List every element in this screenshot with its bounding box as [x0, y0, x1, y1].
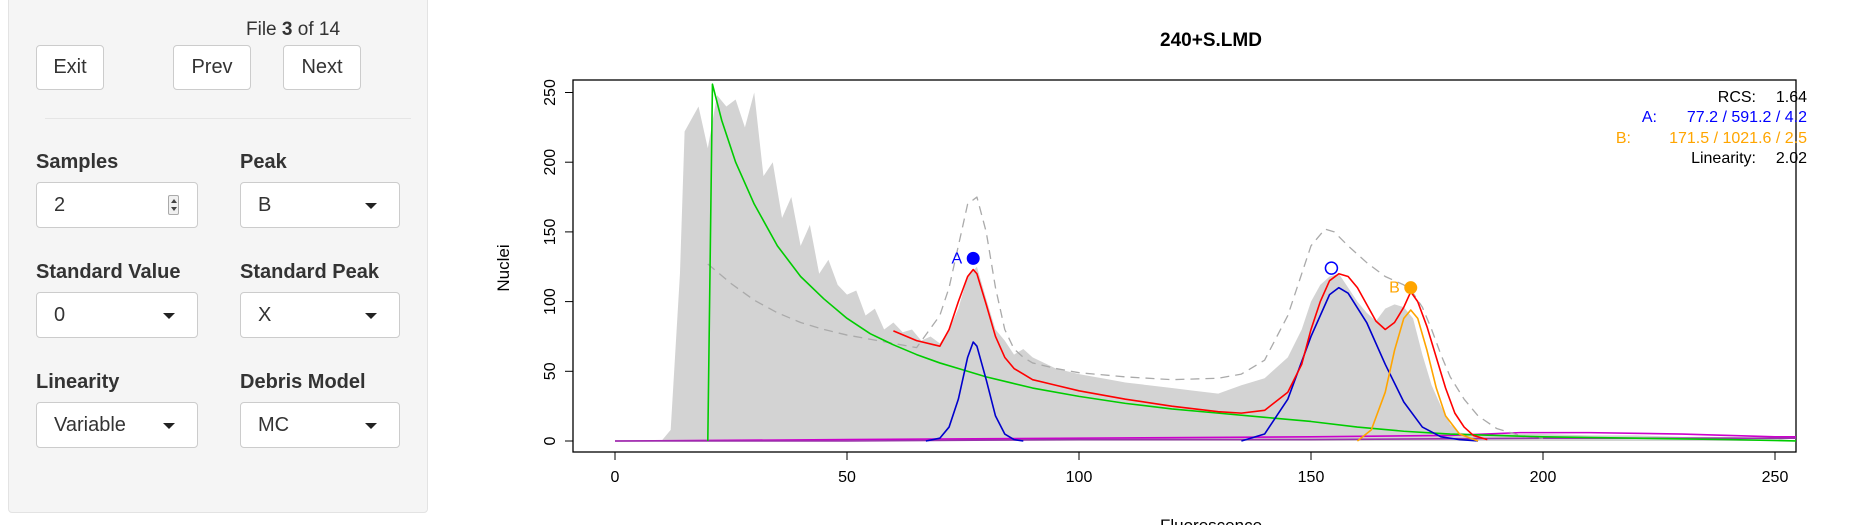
chevron-down-icon: [365, 423, 377, 429]
next-button[interactable]: Next: [283, 45, 361, 90]
y-tick-label: 50: [542, 362, 559, 380]
plot-area: [614, 83, 1796, 442]
rcs-value: 1.64: [1776, 89, 1807, 106]
divider: [45, 118, 411, 119]
peak-marker-open: [1324, 261, 1339, 275]
standard-peak-value: X: [258, 303, 272, 326]
debris-model-value: MC: [258, 413, 290, 436]
debris-model-select[interactable]: MC: [240, 402, 400, 448]
samples-input[interactable]: 2: [36, 182, 198, 228]
standard-value-label: Standard Value: [36, 261, 181, 283]
y-tick-label: 250: [542, 79, 559, 106]
standard-value-select[interactable]: 0: [36, 292, 198, 338]
standard-peak-label: Standard Peak: [240, 261, 379, 283]
x-tick-label: 100: [1066, 469, 1093, 486]
y-tick-label: 200: [542, 149, 559, 176]
plot-frame: [572, 79, 1797, 453]
series-peak-a: [925, 341, 1024, 442]
x-axis-label: Fluorescence: [1160, 516, 1262, 525]
x-tick-label: 150: [1298, 469, 1325, 486]
peak-b-stats: 171.5 / 1021.6 / 2.5: [1669, 130, 1807, 147]
samples-value: 2: [54, 193, 66, 216]
standard-value-value: 0: [54, 303, 66, 326]
peak-value: B: [258, 193, 272, 216]
spinner-icon[interactable]: [168, 195, 179, 215]
standard-peak-select[interactable]: X: [240, 292, 400, 338]
x-tick-label: 0: [611, 469, 620, 486]
peak-marker: [966, 251, 980, 265]
peak-marker-label: B: [1389, 280, 1400, 297]
debris-model-label: Debris Model: [240, 371, 366, 393]
linearity-label: Linearity: [36, 371, 120, 393]
peak-a-label: A:: [1642, 109, 1657, 126]
linearity-stat-label: Linearity:: [1691, 150, 1756, 167]
peak-select[interactable]: B: [240, 182, 400, 228]
chevron-down-icon: [163, 313, 175, 319]
controls-panel: File 3 of 14 Exit Prev Next Samples 2 Pe…: [8, 0, 428, 513]
x-tick-label: 250: [1762, 469, 1789, 486]
chevron-down-icon: [163, 423, 175, 429]
y-tick-label: 0: [542, 436, 559, 445]
series-model-sum: [893, 268, 1488, 441]
peak-marker: [1404, 281, 1418, 295]
samples-label: Samples: [36, 151, 119, 173]
series-debris: [707, 83, 1796, 442]
chevron-down-icon: [365, 313, 377, 319]
peak-a-stats: 77.2 / 591.2 / 4.2: [1687, 109, 1807, 126]
peak-b-label: B:: [1616, 130, 1631, 147]
y-tick-label: 150: [542, 218, 559, 245]
x-tick-label: 200: [1530, 469, 1557, 486]
x-tick-label: 50: [838, 469, 856, 486]
histogram-chart: 240+S.LMD Fluorescence Nuclei RCS: 1.64 …: [494, 30, 1807, 525]
linearity-value: Variable: [54, 413, 126, 436]
exit-button[interactable]: Exit: [36, 45, 104, 90]
chart-title: 240+S.LMD: [1160, 30, 1262, 51]
y-tick-label: 100: [542, 288, 559, 315]
peak-marker-label: A: [952, 250, 963, 267]
peak-label: Peak: [240, 151, 287, 173]
linearity-stat-value: 2.02: [1776, 150, 1807, 167]
series-peak-a-g2: [1241, 286, 1479, 442]
prev-button[interactable]: Prev: [173, 45, 251, 90]
rcs-label: RCS:: [1718, 89, 1756, 106]
series-aggregates: [614, 431, 1796, 442]
chevron-down-icon: [365, 203, 377, 209]
series-total-fit-x2: [707, 196, 1544, 439]
stats-box: RCS: 1.64 A: 77.2 / 591.2 / 4.2 B: 171.5…: [1616, 89, 1807, 167]
series-histogram: [661, 92, 1796, 441]
file-counter: File 3 of 14: [246, 19, 341, 40]
y-axis-label: Nuclei: [494, 244, 513, 291]
series-peak-b: [1356, 309, 1479, 442]
linearity-select[interactable]: Variable: [36, 402, 198, 448]
